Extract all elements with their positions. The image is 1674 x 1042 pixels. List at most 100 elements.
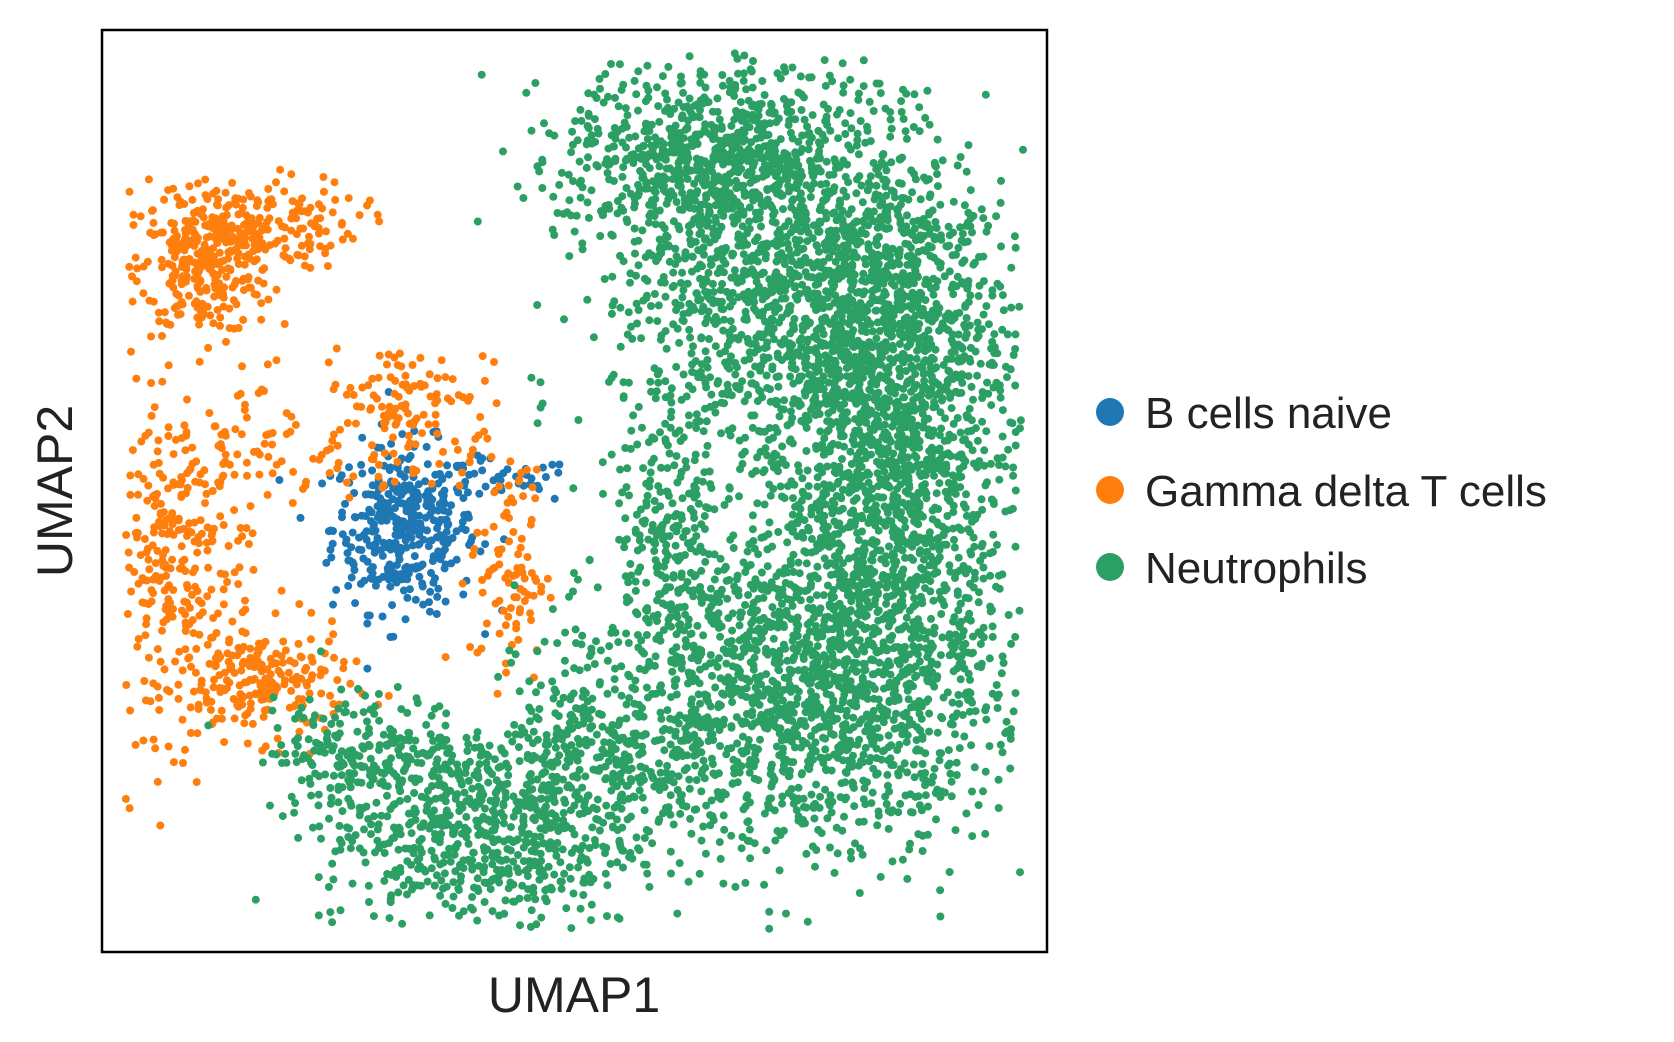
point-neutrophils (941, 312, 950, 321)
point-neutrophils (969, 632, 977, 641)
point-neutrophils (959, 500, 968, 509)
point-neutrophils (956, 223, 965, 232)
point-neutrophils (951, 489, 960, 498)
point-b-cells-naive (392, 524, 401, 533)
point-gamma-delta-t-cells (231, 194, 240, 203)
point-gamma-delta-t-cells (473, 528, 482, 537)
point-neutrophils (719, 305, 728, 314)
point-neutrophils (852, 141, 861, 150)
point-gamma-delta-t-cells (256, 679, 265, 688)
point-neutrophils (719, 268, 728, 277)
point-neutrophils (796, 72, 805, 81)
point-gamma-delta-t-cells (254, 276, 263, 285)
point-b-cells-naive (393, 464, 402, 472)
point-gamma-delta-t-cells (159, 473, 168, 482)
point-gamma-delta-t-cells (435, 459, 444, 468)
point-neutrophils (623, 464, 632, 473)
point-neutrophils (1011, 441, 1020, 450)
point-gamma-delta-t-cells (252, 255, 261, 264)
point-b-cells-naive (382, 516, 391, 525)
point-neutrophils (824, 378, 833, 387)
point-b-cells-naive (342, 535, 351, 544)
point-neutrophils (819, 591, 828, 600)
point-gamma-delta-t-cells (504, 481, 513, 490)
point-gamma-delta-t-cells (332, 344, 341, 353)
point-gamma-delta-t-cells (375, 351, 384, 360)
point-neutrophils (902, 89, 911, 98)
point-neutrophils (927, 353, 936, 362)
point-gamma-delta-t-cells (225, 460, 234, 469)
point-gamma-delta-t-cells (478, 588, 487, 597)
point-b-cells-naive (539, 463, 547, 472)
point-b-cells-naive (351, 599, 360, 608)
point-neutrophils (603, 656, 612, 665)
point-neutrophils (1011, 330, 1020, 339)
point-neutrophils (695, 417, 704, 426)
point-b-cells-naive (371, 542, 380, 551)
point-neutrophils (897, 179, 906, 188)
point-gamma-delta-t-cells (212, 200, 221, 209)
point-neutrophils (866, 386, 875, 395)
point-gamma-delta-t-cells (404, 431, 413, 440)
point-b-cells-naive (425, 607, 434, 616)
point-gamma-delta-t-cells (368, 374, 377, 383)
point-gamma-delta-t-cells (203, 195, 212, 204)
point-gamma-delta-t-cells (241, 596, 249, 605)
point-neutrophils (842, 347, 851, 356)
point-neutrophils (760, 427, 769, 436)
point-gamma-delta-t-cells (308, 657, 317, 666)
point-gamma-delta-t-cells (230, 506, 239, 515)
point-neutrophils (932, 489, 941, 498)
point-neutrophils (1009, 707, 1018, 716)
point-neutrophils (711, 312, 720, 321)
point-gamma-delta-t-cells (213, 239, 222, 247)
point-neutrophils (868, 343, 877, 352)
point-gamma-delta-t-cells (282, 409, 291, 418)
point-gamma-delta-t-cells (181, 645, 190, 654)
point-b-cells-naive (422, 442, 431, 451)
point-gamma-delta-t-cells (201, 499, 209, 508)
point-neutrophils (913, 496, 921, 505)
point-neutrophils (838, 59, 847, 68)
point-neutrophils (816, 792, 825, 801)
point-neutrophils (886, 115, 895, 124)
point-neutrophils (981, 90, 990, 99)
point-gamma-delta-t-cells (416, 380, 425, 388)
point-neutrophils (902, 613, 911, 622)
point-b-cells-naive (351, 513, 360, 522)
point-gamma-delta-t-cells (180, 246, 189, 255)
point-neutrophils (885, 395, 894, 404)
point-b-cells-naive (437, 489, 446, 498)
point-gamma-delta-t-cells (532, 465, 541, 474)
point-neutrophils (769, 324, 778, 333)
point-gamma-delta-t-cells (517, 563, 526, 572)
point-gamma-delta-t-cells (151, 572, 160, 580)
point-neutrophils (821, 195, 830, 204)
point-gamma-delta-t-cells (271, 609, 280, 618)
point-gamma-delta-t-cells (214, 441, 223, 450)
point-gamma-delta-t-cells (246, 283, 255, 292)
point-gamma-delta-t-cells (140, 535, 149, 543)
point-neutrophils (950, 314, 959, 322)
point-neutrophils (966, 528, 975, 537)
point-neutrophils (884, 731, 893, 740)
point-neutrophils (675, 338, 684, 347)
point-gamma-delta-t-cells (333, 464, 342, 473)
point-neutrophils (988, 622, 997, 631)
point-neutrophils (848, 279, 857, 288)
point-gamma-delta-t-cells (323, 262, 332, 271)
point-b-cells-naive (338, 508, 347, 517)
point-gamma-delta-t-cells (201, 175, 210, 184)
point-gamma-delta-t-cells (193, 548, 202, 557)
point-gamma-delta-t-cells (349, 472, 358, 481)
point-gamma-delta-t-cells (287, 170, 296, 179)
point-neutrophils (913, 503, 922, 512)
point-neutrophils (729, 544, 738, 552)
point-b-cells-naive (364, 490, 373, 499)
point-gamma-delta-t-cells (206, 311, 215, 320)
point-gamma-delta-t-cells (228, 178, 237, 187)
point-gamma-delta-t-cells (129, 210, 138, 219)
point-neutrophils (821, 117, 830, 126)
point-neutrophils (1011, 243, 1020, 252)
point-neutrophils (883, 707, 892, 716)
